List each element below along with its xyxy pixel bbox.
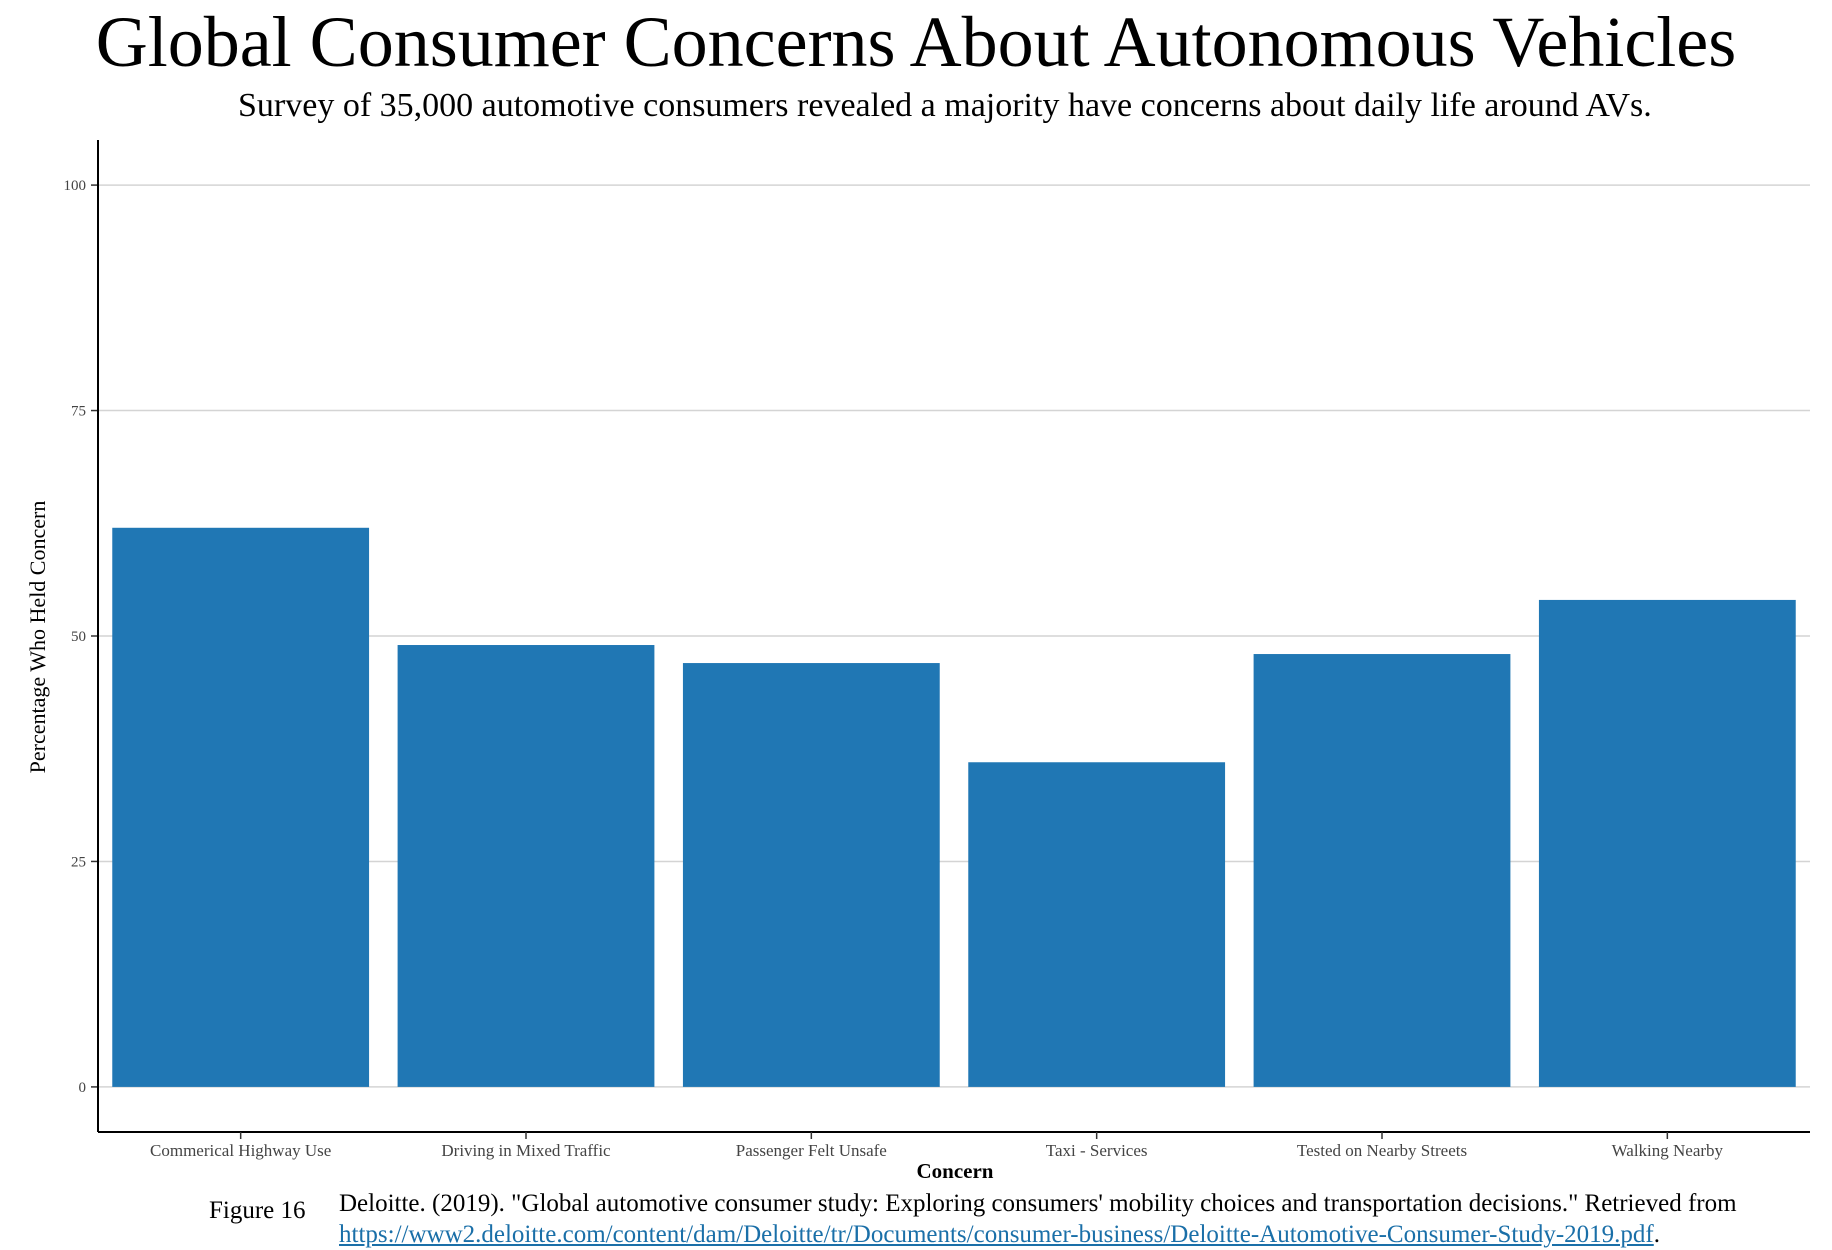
bar	[1538, 599, 1796, 1087]
citation-link[interactable]: https://www2.deloitte.com/content/dam/De…	[339, 1221, 1654, 1248]
y-tick-label: 50	[71, 629, 86, 645]
bar	[1253, 654, 1511, 1087]
y-axis-label: Percentage Who Held Concern	[25, 501, 50, 774]
x-tick-label: Walking Nearby	[1612, 1141, 1724, 1160]
y-tick-label: 75	[71, 404, 86, 420]
axes	[97, 140, 1810, 1133]
chart-subtitle: Survey of 35,000 automotive consumers re…	[238, 87, 1652, 124]
figure-label: Figure 16	[209, 1197, 306, 1224]
bar	[968, 762, 1226, 1087]
y-tick-label: 0	[79, 1080, 87, 1096]
x-tick-labels: Commerical Highway Use Driving in Mixed T…	[150, 1132, 1724, 1160]
citation-text: Deloitte. (2019). "Global automotive con…	[339, 1190, 1737, 1217]
x-tick-label: Commerical Highway Use	[150, 1141, 331, 1160]
bar	[397, 645, 655, 1087]
bar	[112, 527, 370, 1087]
y-tick-label: 25	[71, 854, 86, 870]
x-tick-label: Passenger Felt Unsafe	[736, 1141, 887, 1160]
bars	[112, 527, 1796, 1087]
grid-lines	[91, 184, 1810, 1088]
chart-title: Global Consumer Concerns About Autonomou…	[95, 2, 1737, 82]
x-tick-label: Driving in Mixed Traffic	[441, 1141, 611, 1160]
x-axis-label: Concern	[917, 1159, 994, 1183]
y-tick-labels: 0 25 50 75 100	[64, 178, 87, 1096]
citation-end: .	[1653, 1221, 1661, 1248]
x-tick-label: Tested on Nearby Streets	[1297, 1141, 1467, 1160]
x-tick-label: Taxi - Services	[1046, 1141, 1148, 1160]
y-tick-label: 100	[64, 178, 87, 194]
bar	[682, 663, 940, 1087]
citation: Deloitte. (2019). "Global automotive con…	[339, 1188, 1737, 1250]
